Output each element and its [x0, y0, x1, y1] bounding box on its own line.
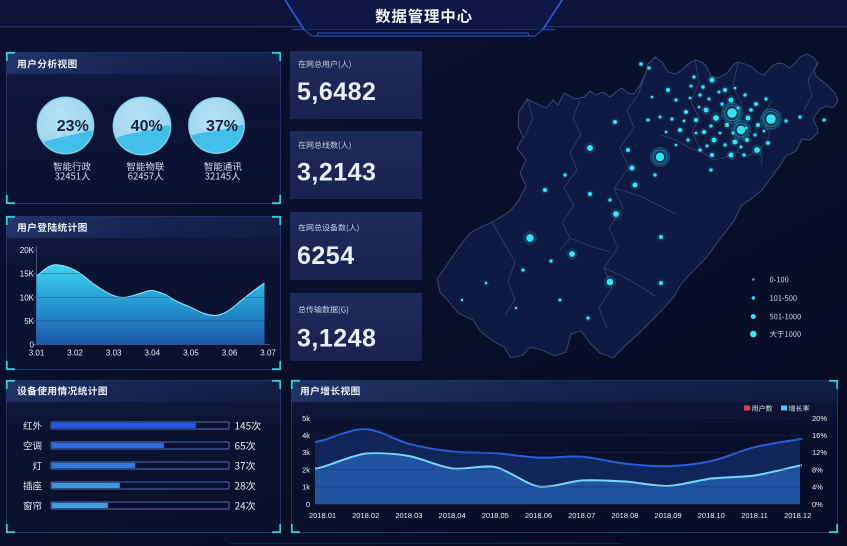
svg-text:3,1248: 3,1248 — [297, 325, 376, 353]
svg-text:20%: 20% — [812, 414, 827, 423]
svg-text:12%: 12% — [812, 448, 827, 457]
svg-text:10K: 10K — [20, 293, 35, 302]
svg-text:40%: 40% — [131, 118, 163, 135]
svg-text:2k: 2k — [302, 465, 310, 474]
svg-text:3,2143: 3,2143 — [297, 159, 376, 187]
svg-text:4k: 4k — [302, 431, 310, 440]
svg-text:2018.08: 2018.08 — [611, 511, 638, 520]
svg-text:6254: 6254 — [297, 242, 355, 270]
svg-text:3.05: 3.05 — [183, 349, 199, 358]
svg-text:23%: 23% — [57, 118, 89, 135]
svg-text:2018.12: 2018.12 — [784, 511, 811, 520]
svg-text:3.04: 3.04 — [145, 349, 161, 358]
svg-text:2018.04: 2018.04 — [439, 511, 466, 520]
svg-text:2018.11: 2018.11 — [741, 511, 768, 520]
svg-text:2018.10: 2018.10 — [698, 511, 725, 520]
svg-text:37%: 37% — [206, 118, 238, 135]
svg-text:4%: 4% — [812, 483, 823, 492]
svg-text:2018.05: 2018.05 — [482, 511, 509, 520]
svg-text:2018.03: 2018.03 — [395, 511, 422, 520]
svg-text:5,6482: 5,6482 — [297, 78, 376, 106]
svg-text:20K: 20K — [20, 246, 35, 255]
svg-text:3k: 3k — [302, 448, 310, 457]
svg-text:15K: 15K — [20, 270, 35, 279]
svg-text:3.07: 3.07 — [260, 349, 276, 358]
svg-text:3.03: 3.03 — [106, 349, 122, 358]
svg-text:5K: 5K — [24, 317, 34, 326]
svg-text:2018.09: 2018.09 — [655, 511, 682, 520]
svg-text:0: 0 — [306, 500, 310, 509]
svg-text:3.06: 3.06 — [222, 349, 238, 358]
svg-text:5k: 5k — [302, 414, 310, 423]
svg-text:0%: 0% — [812, 500, 823, 509]
svg-text:0: 0 — [30, 341, 35, 350]
svg-text:8%: 8% — [812, 465, 823, 474]
svg-text:3.02: 3.02 — [67, 349, 83, 358]
svg-text:2018.01: 2018.01 — [309, 511, 336, 520]
svg-text:16%: 16% — [812, 431, 827, 440]
svg-text:1k: 1k — [302, 483, 310, 492]
svg-text:2018.02: 2018.02 — [352, 511, 379, 520]
svg-text:2018.06: 2018.06 — [525, 511, 552, 520]
svg-text:2018.07: 2018.07 — [568, 511, 595, 520]
svg-text:3.01: 3.01 — [29, 349, 45, 358]
